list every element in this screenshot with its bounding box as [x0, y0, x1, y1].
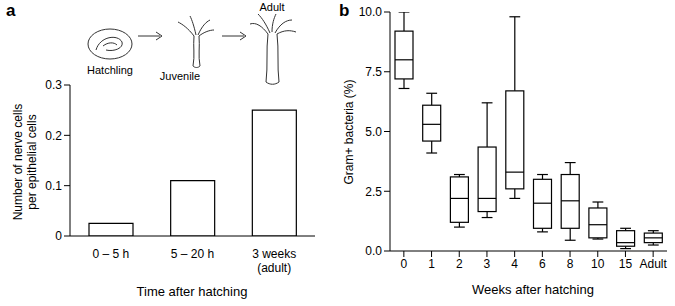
svg-text:0 – 5 h: 0 – 5 h — [92, 247, 129, 261]
svg-text:7.5: 7.5 — [365, 65, 382, 79]
svg-text:Adult: Adult — [259, 1, 284, 13]
svg-text:2: 2 — [456, 257, 463, 271]
svg-text:4: 4 — [511, 257, 518, 271]
svg-text:5 – 20 h: 5 – 20 h — [171, 247, 214, 261]
svg-text:0: 0 — [55, 229, 62, 243]
svg-text:3 weeks(adult): 3 weeks(adult) — [252, 247, 296, 275]
svg-text:1: 1 — [428, 257, 435, 271]
svg-text:Time after hatching: Time after hatching — [137, 284, 248, 299]
svg-text:0.1: 0.1 — [45, 179, 62, 193]
svg-text:a: a — [6, 1, 16, 20]
svg-text:8: 8 — [567, 257, 574, 271]
svg-text:2.5: 2.5 — [365, 185, 382, 199]
svg-text:0: 0 — [401, 257, 408, 271]
svg-text:Number of nerve cellsper epith: Number of nerve cellsper epithelial cell… — [11, 104, 39, 221]
svg-text:0.0: 0.0 — [365, 244, 382, 258]
svg-text:10: 10 — [591, 257, 605, 271]
svg-text:10.0: 10.0 — [359, 5, 383, 19]
svg-text:5.0: 5.0 — [365, 125, 382, 139]
svg-text:Gram+ bacteria (%): Gram+ bacteria (%) — [342, 79, 356, 184]
svg-text:Adult: Adult — [639, 257, 667, 271]
svg-text:b: b — [339, 1, 349, 20]
svg-text:Hatchling: Hatchling — [87, 64, 133, 76]
svg-text:3: 3 — [484, 257, 491, 271]
svg-text:0.3: 0.3 — [45, 78, 62, 92]
svg-text:0.2: 0.2 — [45, 129, 62, 143]
svg-text:Juvenile: Juvenile — [160, 70, 200, 82]
svg-text:6: 6 — [539, 257, 546, 271]
svg-text:Weeks after hatching: Weeks after hatching — [472, 282, 594, 297]
svg-text:15: 15 — [619, 257, 633, 271]
